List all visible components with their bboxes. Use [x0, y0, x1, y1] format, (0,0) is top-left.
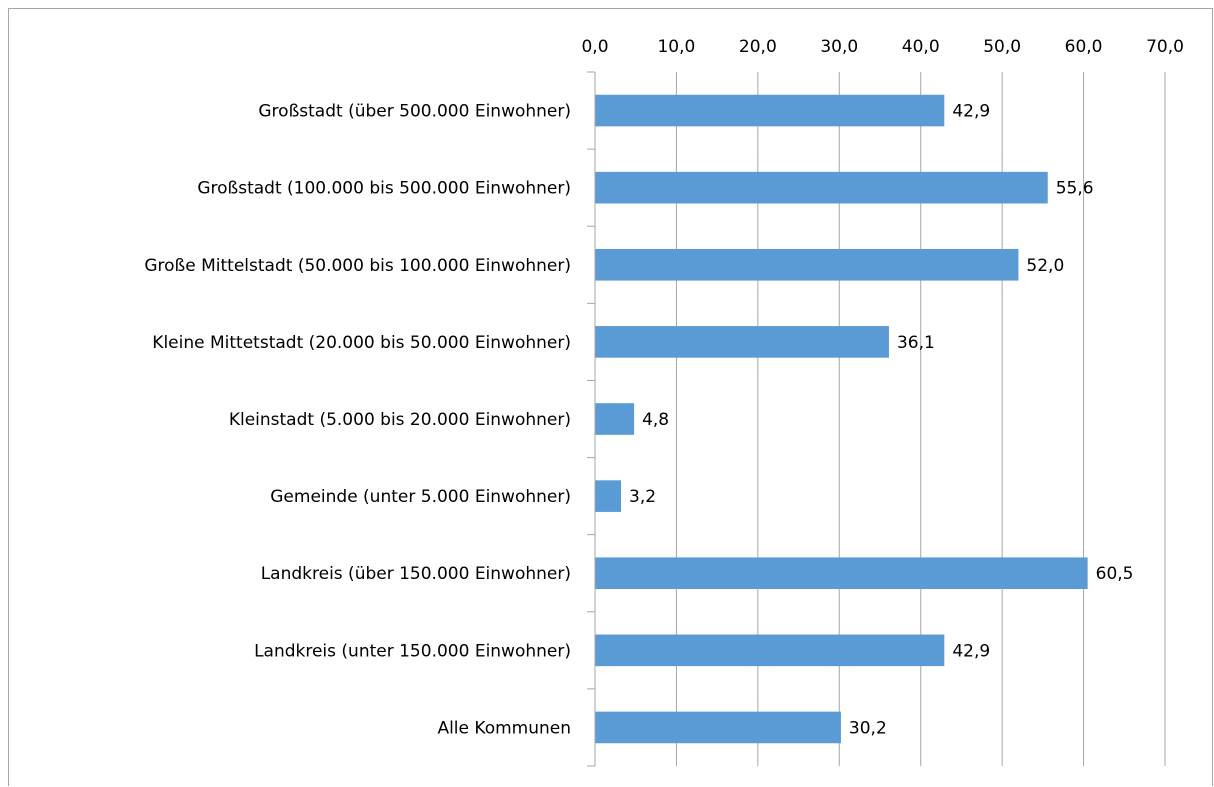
x-tick-label: 10,0: [657, 37, 695, 57]
category-label: Kleinstadt (5.000 bis 20.000 Einwohner): [229, 410, 571, 430]
data-labels: 42,9 55,6 52,0 36,1 4,8 3,2 60,5 42,9 30,2: [629, 102, 1133, 739]
category-label: Alle Kommunen: [437, 718, 571, 738]
data-label: 3,2: [629, 487, 656, 507]
bars: [595, 94, 1088, 744]
x-tick-label: 70,0: [1146, 37, 1184, 57]
category-label: Großstadt (über 500.000 Einwohner): [258, 102, 571, 122]
bar: [595, 403, 635, 435]
category-label: Landkreis (über 150.000 Einwohner): [261, 564, 571, 584]
data-label: 60,5: [1096, 564, 1134, 584]
x-tick-label: 60,0: [1065, 37, 1103, 57]
bar: [595, 171, 1048, 204]
bar: [595, 248, 1019, 281]
data-label: 42,9: [952, 102, 990, 122]
chart-frame: [8, 8, 1213, 786]
category-label: Großstadt (100.000 bis 500.000 Einwohner…: [197, 179, 571, 199]
category-label: Landkreis (unter 150.000 Einwohner): [254, 641, 571, 661]
value-axis-ticks: 0,0 10,0 20,0 30,0 40,0 50,0 60,0 70,0: [581, 37, 1183, 57]
x-tick-label: 20,0: [739, 37, 777, 57]
bar: [595, 94, 945, 127]
x-tick-label: 30,0: [820, 37, 858, 57]
x-tick-label: 40,0: [902, 37, 940, 57]
data-label: 42,9: [952, 641, 990, 661]
category-label: Gemeinde (unter 5.000 Einwohner): [270, 487, 571, 507]
bar: [595, 711, 841, 744]
data-label: 55,6: [1056, 179, 1094, 199]
category-label: Große Mittelstadt (50.000 bis 100.000 Ei…: [144, 256, 571, 276]
category-labels: Großstadt (über 500.000 Einwohner) Großst…: [144, 102, 571, 739]
bar: [595, 326, 889, 358]
data-label: 4,8: [642, 410, 669, 430]
data-label: 30,2: [849, 718, 887, 738]
x-tick-label: 0,0: [581, 37, 608, 57]
x-tick-label: 50,0: [983, 37, 1021, 57]
category-label: Kleine Mittetstadt (20.000 bis 50.000 Ei…: [152, 333, 571, 353]
category-axis: [587, 71, 596, 767]
data-label: 52,0: [1026, 256, 1064, 276]
bar: [595, 557, 1088, 590]
bar: [595, 480, 622, 512]
bar: [595, 634, 945, 667]
data-label: 36,1: [897, 333, 935, 353]
